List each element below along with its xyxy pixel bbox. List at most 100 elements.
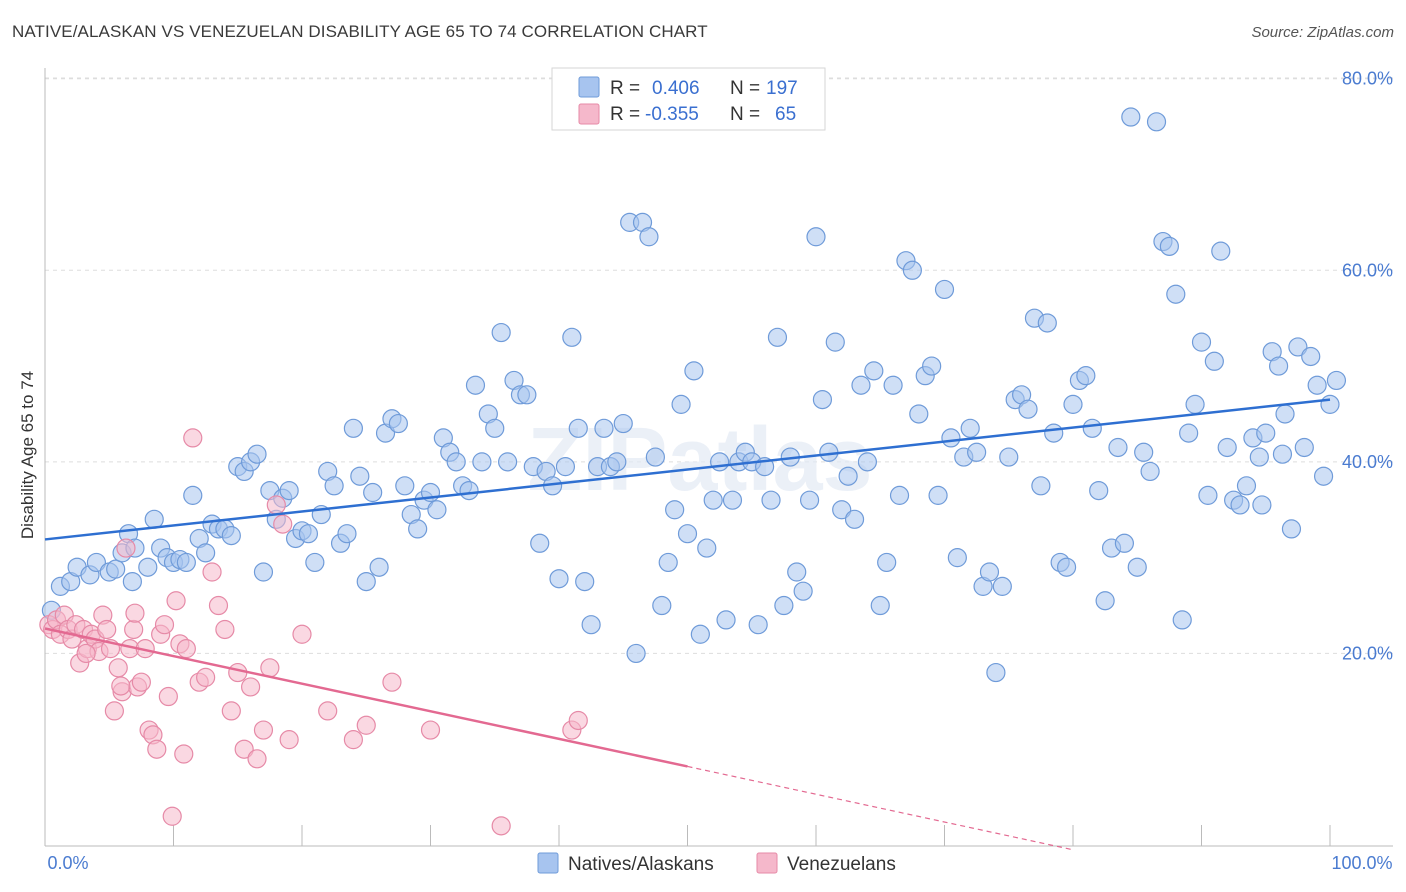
data-point [408,519,428,539]
data-point [196,667,216,687]
data-point [158,686,178,707]
data-point [581,615,601,635]
data-point [363,482,383,503]
data-point [909,404,929,424]
data-point [928,485,948,505]
data-point [324,476,344,496]
grid-lines [45,77,1393,654]
x-tick-label: 100.0% [1331,853,1392,873]
data-point [1121,107,1141,127]
data-point [491,322,511,343]
data-point [1268,356,1289,376]
bottom-legend-label-natives: Natives/Alaskans [568,854,714,875]
data-point [97,619,117,640]
data-point [530,533,550,553]
data-point [812,389,833,410]
data-point [76,643,96,664]
data-point [607,452,627,472]
data-point [111,676,131,696]
data-point [202,562,222,582]
data-point [883,375,903,395]
data-point [1172,610,1192,630]
data-point [1114,533,1135,553]
data-point [793,581,813,601]
data-point [273,514,293,534]
data-point [922,356,942,376]
data-point [166,591,186,611]
data-point [176,639,196,659]
data-point [825,332,845,352]
data-point [234,739,254,759]
data-point [639,227,659,247]
data-point [106,559,126,579]
data-point [568,418,588,438]
data-point [279,730,299,750]
data-point [999,447,1019,467]
y-tick-label: 80.0% [1342,69,1393,89]
data-point [864,361,884,381]
data-point [1294,437,1314,458]
data-point [575,571,595,592]
data-point [677,524,698,544]
data-point [86,552,107,573]
data-point [459,480,479,501]
data-point [947,548,967,568]
data-point [1127,557,1147,577]
data-point [305,552,325,573]
legend-n-value-venezuelans: 65 [775,104,796,125]
data-point [710,452,730,472]
data-point [147,739,167,759]
data-point [1159,236,1179,256]
data-point [498,452,518,472]
data-point [652,595,672,616]
data-point [183,428,203,448]
data-point [446,452,466,472]
data-point [221,701,241,721]
data-point [889,485,910,505]
data-point [420,720,441,740]
legend-n-label-natives: N = [730,78,760,99]
data-point [388,413,408,434]
data-point [247,444,267,464]
data-point [1204,351,1224,371]
legend-r-label-natives: R = [610,78,640,99]
axes [44,68,1393,847]
data-point [851,375,871,395]
data-point [1191,332,1212,352]
data-point [1236,476,1257,496]
trend-line [44,398,1331,541]
data-point [485,418,505,438]
legend-r-label-venezuelans: R = [610,104,640,125]
data-point [761,490,781,510]
data-point [1281,519,1302,539]
data-point [382,672,402,692]
data-point [343,418,363,438]
data-point [594,418,614,438]
data-point [838,466,858,486]
trend-line-extension [687,765,1074,851]
y-tick-label: 40.0% [1342,452,1393,472]
data-point [555,457,576,477]
data-point [215,619,235,640]
data-point [992,576,1012,596]
data-point [260,658,280,678]
legend: R = 0.406 N = 197 R = -0.355 N = 65 [551,67,826,131]
bottom-legend-swatch-venezuelans [756,852,778,874]
data-point [395,476,415,496]
data-point [690,624,710,644]
data-point [1056,557,1077,577]
data-point [684,361,704,381]
data-point [967,442,987,462]
bottom-legend-label-venezuelans: Venezuelans [787,854,896,875]
data-point [1252,495,1272,515]
data-point [1179,423,1199,443]
data-point [806,227,826,247]
data-point [870,595,890,616]
data-point [1307,375,1327,395]
data-point [1037,313,1057,333]
data-point [716,610,736,630]
data-point [1089,480,1109,501]
data-point [613,413,633,434]
data-point [562,327,582,347]
